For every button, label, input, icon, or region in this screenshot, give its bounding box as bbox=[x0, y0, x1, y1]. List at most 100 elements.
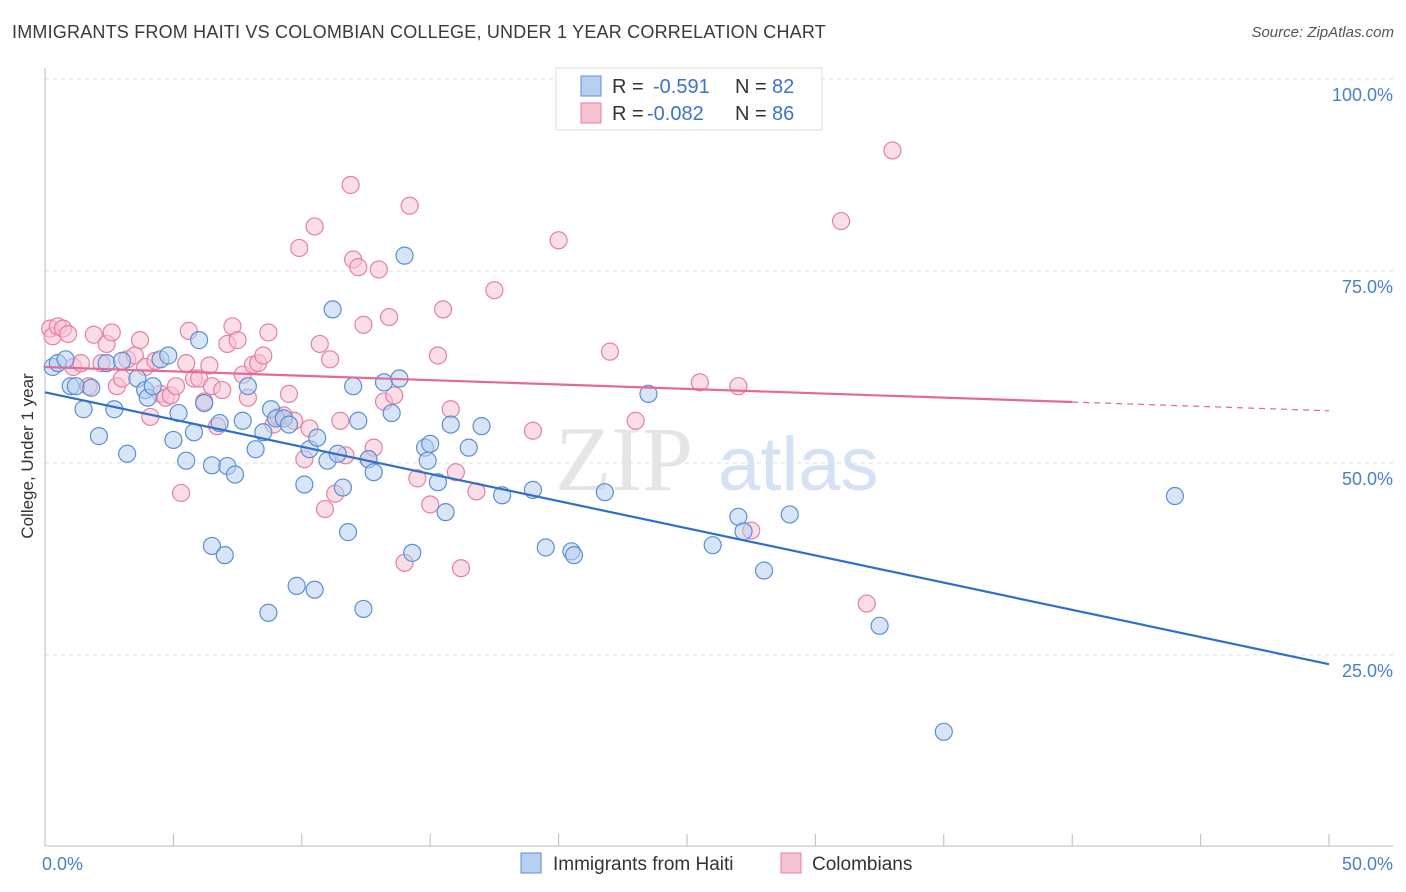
point-colombians-85 bbox=[831, 211, 851, 231]
x-ticks bbox=[44, 834, 1330, 846]
point-haiti-19 bbox=[177, 451, 196, 470]
point-haiti-50 bbox=[382, 403, 401, 423]
point-haiti-35 bbox=[287, 576, 306, 595]
point-haiti-48 bbox=[364, 463, 383, 482]
point-haiti-21 bbox=[189, 331, 209, 350]
y-axis-label: College, Under 1 year bbox=[18, 373, 37, 539]
point-haiti-34 bbox=[279, 415, 299, 434]
chart-source: Source: ZipAtlas.com bbox=[1251, 24, 1394, 41]
point-colombians-81 bbox=[600, 342, 620, 361]
y-tick-label-3: 100.0% bbox=[1332, 85, 1393, 105]
axes bbox=[44, 68, 1393, 847]
point-colombians-53 bbox=[315, 499, 335, 519]
point-haiti-4 bbox=[66, 377, 85, 396]
point-haiti-36 bbox=[295, 475, 314, 494]
point-haiti-55 bbox=[418, 451, 437, 470]
point-haiti-2 bbox=[56, 350, 75, 369]
point-colombians-36 bbox=[228, 331, 247, 350]
chart-title: IMMIGRANTS FROM HAITI VS COLOMBIAN COLLE… bbox=[12, 22, 826, 42]
point-haiti-57 bbox=[428, 473, 448, 492]
point-haiti-67 bbox=[595, 483, 614, 502]
point-haiti-81 bbox=[112, 351, 132, 370]
point-haiti-59 bbox=[441, 415, 460, 434]
point-haiti-22 bbox=[195, 393, 214, 413]
point-haiti-17 bbox=[164, 430, 183, 450]
point-haiti-52 bbox=[395, 246, 414, 265]
point-colombians-66 bbox=[380, 307, 399, 327]
point-colombians-42 bbox=[259, 323, 278, 342]
tick-labels: 25.0% 50.0% 75.0% 100.0% 0.0% 50.0% bbox=[42, 85, 1393, 874]
point-haiti-5 bbox=[74, 400, 93, 419]
point-haiti-72 bbox=[754, 561, 774, 580]
series-haiti-points bbox=[43, 246, 1185, 741]
point-colombians-60 bbox=[349, 258, 368, 277]
point-colombians-69 bbox=[400, 196, 419, 215]
point-colombians-74 bbox=[441, 400, 460, 419]
point-colombians-83 bbox=[690, 373, 709, 392]
point-haiti-71 bbox=[734, 522, 753, 541]
point-colombians-11 bbox=[102, 323, 121, 342]
y-tick-label-1: 50.0% bbox=[1342, 469, 1393, 489]
point-colombians-64 bbox=[369, 260, 388, 279]
point-haiti-14 bbox=[143, 377, 162, 396]
point-colombians-48 bbox=[290, 238, 309, 258]
point-colombians-16 bbox=[130, 331, 150, 350]
point-colombians-23 bbox=[166, 377, 186, 396]
point-haiti-42 bbox=[333, 478, 352, 497]
point-colombians-75 bbox=[446, 463, 465, 482]
point-haiti-53 bbox=[403, 543, 422, 562]
point-haiti-29 bbox=[246, 440, 265, 459]
point-colombians-52 bbox=[310, 334, 329, 354]
point-colombians-41 bbox=[254, 346, 273, 365]
point-colombians-24 bbox=[172, 483, 191, 503]
legend-r-value-haiti: -0.591 bbox=[653, 76, 710, 98]
legend-r-value-colombians: -0.082 bbox=[647, 103, 704, 125]
point-haiti-80 bbox=[305, 580, 324, 599]
point-haiti-40 bbox=[323, 300, 342, 319]
point-haiti-60 bbox=[459, 438, 478, 457]
point-colombians-76 bbox=[451, 559, 471, 578]
point-haiti-49 bbox=[374, 373, 394, 392]
x-tick-label-0: 0.0% bbox=[42, 854, 83, 874]
point-colombians-4 bbox=[59, 324, 78, 344]
bottom-legend-label-haiti: Immigrants from Haiti bbox=[553, 854, 734, 875]
point-colombians-61 bbox=[354, 315, 373, 334]
point-haiti-28 bbox=[238, 377, 257, 396]
point-haiti-23 bbox=[202, 456, 222, 475]
point-haiti-78 bbox=[215, 546, 234, 565]
series-colombians-points bbox=[41, 141, 902, 613]
point-colombians-84 bbox=[729, 377, 748, 396]
point-haiti-74 bbox=[870, 616, 889, 635]
point-haiti-64 bbox=[536, 538, 555, 557]
bottom-legend-label-colombians: Colombians bbox=[812, 854, 912, 875]
trend-line-colombians bbox=[44, 365, 1073, 404]
point-colombians-82 bbox=[626, 411, 645, 430]
legend-n-value-colombians: 86 bbox=[772, 103, 794, 125]
point-colombians-86 bbox=[857, 594, 876, 613]
point-haiti-38 bbox=[308, 428, 327, 447]
point-colombians-58 bbox=[341, 175, 360, 195]
bottom-legend: Immigrants from Haiti Colombians bbox=[520, 852, 912, 875]
point-colombians-33 bbox=[213, 380, 232, 400]
legend-r-label-colombians: R = bbox=[612, 103, 644, 125]
legend-n-label-colombians: N = bbox=[735, 103, 767, 125]
point-colombians-87 bbox=[883, 141, 902, 160]
point-colombians-71 bbox=[421, 495, 440, 514]
legend-n-label-haiti: N = bbox=[735, 76, 767, 98]
trend-line-dashed-colombians bbox=[1072, 401, 1330, 412]
point-haiti-76 bbox=[1165, 486, 1185, 506]
point-haiti-66 bbox=[564, 546, 584, 565]
point-colombians-72 bbox=[428, 346, 448, 365]
point-colombians-46 bbox=[279, 384, 299, 403]
point-colombians-51 bbox=[305, 217, 324, 236]
point-colombians-25 bbox=[177, 354, 196, 373]
point-haiti-16 bbox=[159, 346, 178, 365]
point-haiti-45 bbox=[349, 411, 368, 430]
point-haiti-58 bbox=[436, 503, 455, 522]
point-haiti-26 bbox=[225, 465, 245, 484]
trend-line-haiti bbox=[44, 391, 1330, 666]
point-haiti-30 bbox=[254, 423, 273, 442]
legend-r-label-haiti: R = bbox=[612, 76, 644, 98]
y-tick-label-2: 75.0% bbox=[1342, 277, 1393, 297]
point-haiti-77 bbox=[202, 536, 222, 556]
